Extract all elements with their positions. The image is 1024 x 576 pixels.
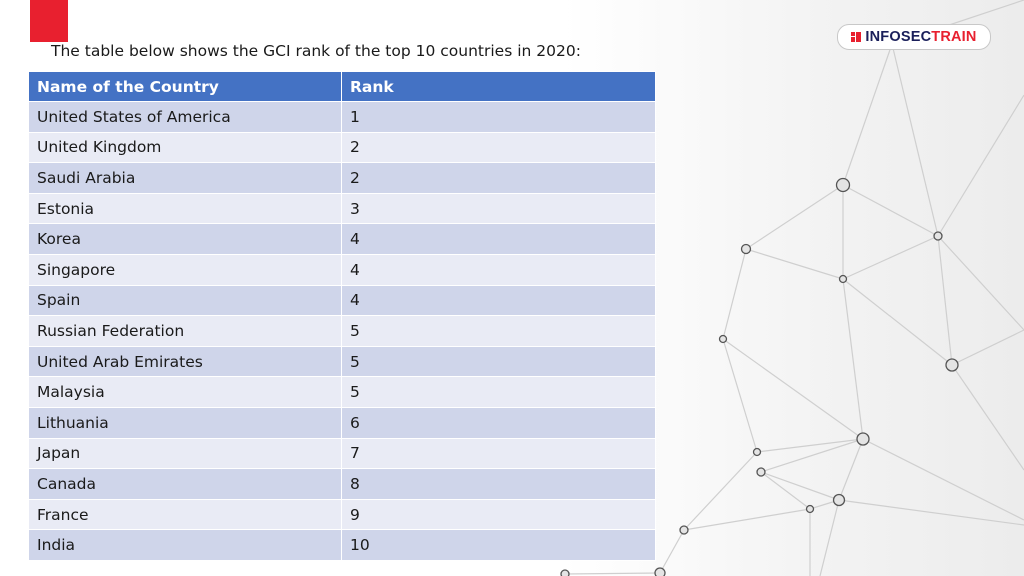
table-row: Korea 4 — [28, 223, 656, 255]
table-row: United Arab Emirates 5 — [28, 345, 656, 378]
table-row: Russian Federation 5 — [28, 315, 656, 347]
country-cell: United Arab Emirates — [28, 345, 342, 378]
rank-cell: 8 — [341, 468, 656, 500]
country-cell: United Kingdom — [28, 131, 342, 164]
rank-cell: 5 — [341, 376, 656, 408]
country-cell: Korea — [28, 223, 342, 255]
rank-cell: 4 — [341, 284, 656, 317]
country-cell: United States of America — [28, 101, 342, 133]
country-cell: Japan — [28, 437, 342, 470]
table-row: Spain 4 — [28, 284, 656, 317]
country-cell: Canada — [28, 468, 342, 500]
table-header-row: Name of the Country Rank — [28, 71, 656, 102]
table-row: Japan 7 — [28, 437, 656, 470]
country-cell: Estonia — [28, 192, 342, 225]
country-cell: Spain — [28, 284, 342, 317]
page-heading: The table below shows the GCI rank of th… — [51, 42, 581, 60]
country-cell: Singapore — [28, 253, 342, 286]
rank-cell: 1 — [341, 101, 656, 133]
rank-cell: 10 — [341, 529, 656, 561]
table-row: Malaysia 5 — [28, 376, 656, 408]
table-row: Estonia 3 — [28, 192, 656, 225]
table-row: Canada 8 — [28, 468, 656, 500]
table-row: India 10 — [28, 529, 656, 561]
red-accent-block — [30, 0, 68, 42]
column-header-country: Name of the Country — [28, 71, 342, 102]
table-row: United States of America 1 — [28, 101, 656, 133]
table-row: France 9 — [28, 498, 656, 531]
country-cell: India — [28, 529, 342, 561]
rank-cell: 5 — [341, 315, 656, 347]
country-cell: Malaysia — [28, 376, 342, 408]
rank-cell: 5 — [341, 345, 656, 378]
rank-cell: 2 — [341, 131, 656, 164]
rank-cell: 2 — [341, 162, 656, 194]
infosectrain-logo-icon — [851, 32, 862, 42]
rank-cell: 3 — [341, 192, 656, 225]
rank-cell: 9 — [341, 498, 656, 531]
country-cell: France — [28, 498, 342, 531]
rank-cell: 4 — [341, 223, 656, 255]
table-row: United Kingdom 2 — [28, 131, 656, 164]
table-row: Lithuania 6 — [28, 406, 656, 439]
rank-cell: 4 — [341, 253, 656, 286]
table-row: Saudi Arabia 2 — [28, 162, 656, 194]
column-header-rank: Rank — [341, 71, 656, 102]
gci-rank-table: Name of the Country Rank United States o… — [28, 71, 656, 561]
rank-cell: 7 — [341, 437, 656, 470]
country-cell: Saudi Arabia — [28, 162, 342, 194]
logo-text-train: TRAIN — [931, 29, 977, 45]
country-cell: Russian Federation — [28, 315, 342, 347]
logo-text-infosec: INFOSEC — [865, 29, 932, 45]
rank-cell: 6 — [341, 406, 656, 439]
infosectrain-logo: INFOSEC TRAIN — [837, 24, 991, 50]
country-cell: Lithuania — [28, 406, 342, 439]
table-row: Singapore 4 — [28, 253, 656, 286]
